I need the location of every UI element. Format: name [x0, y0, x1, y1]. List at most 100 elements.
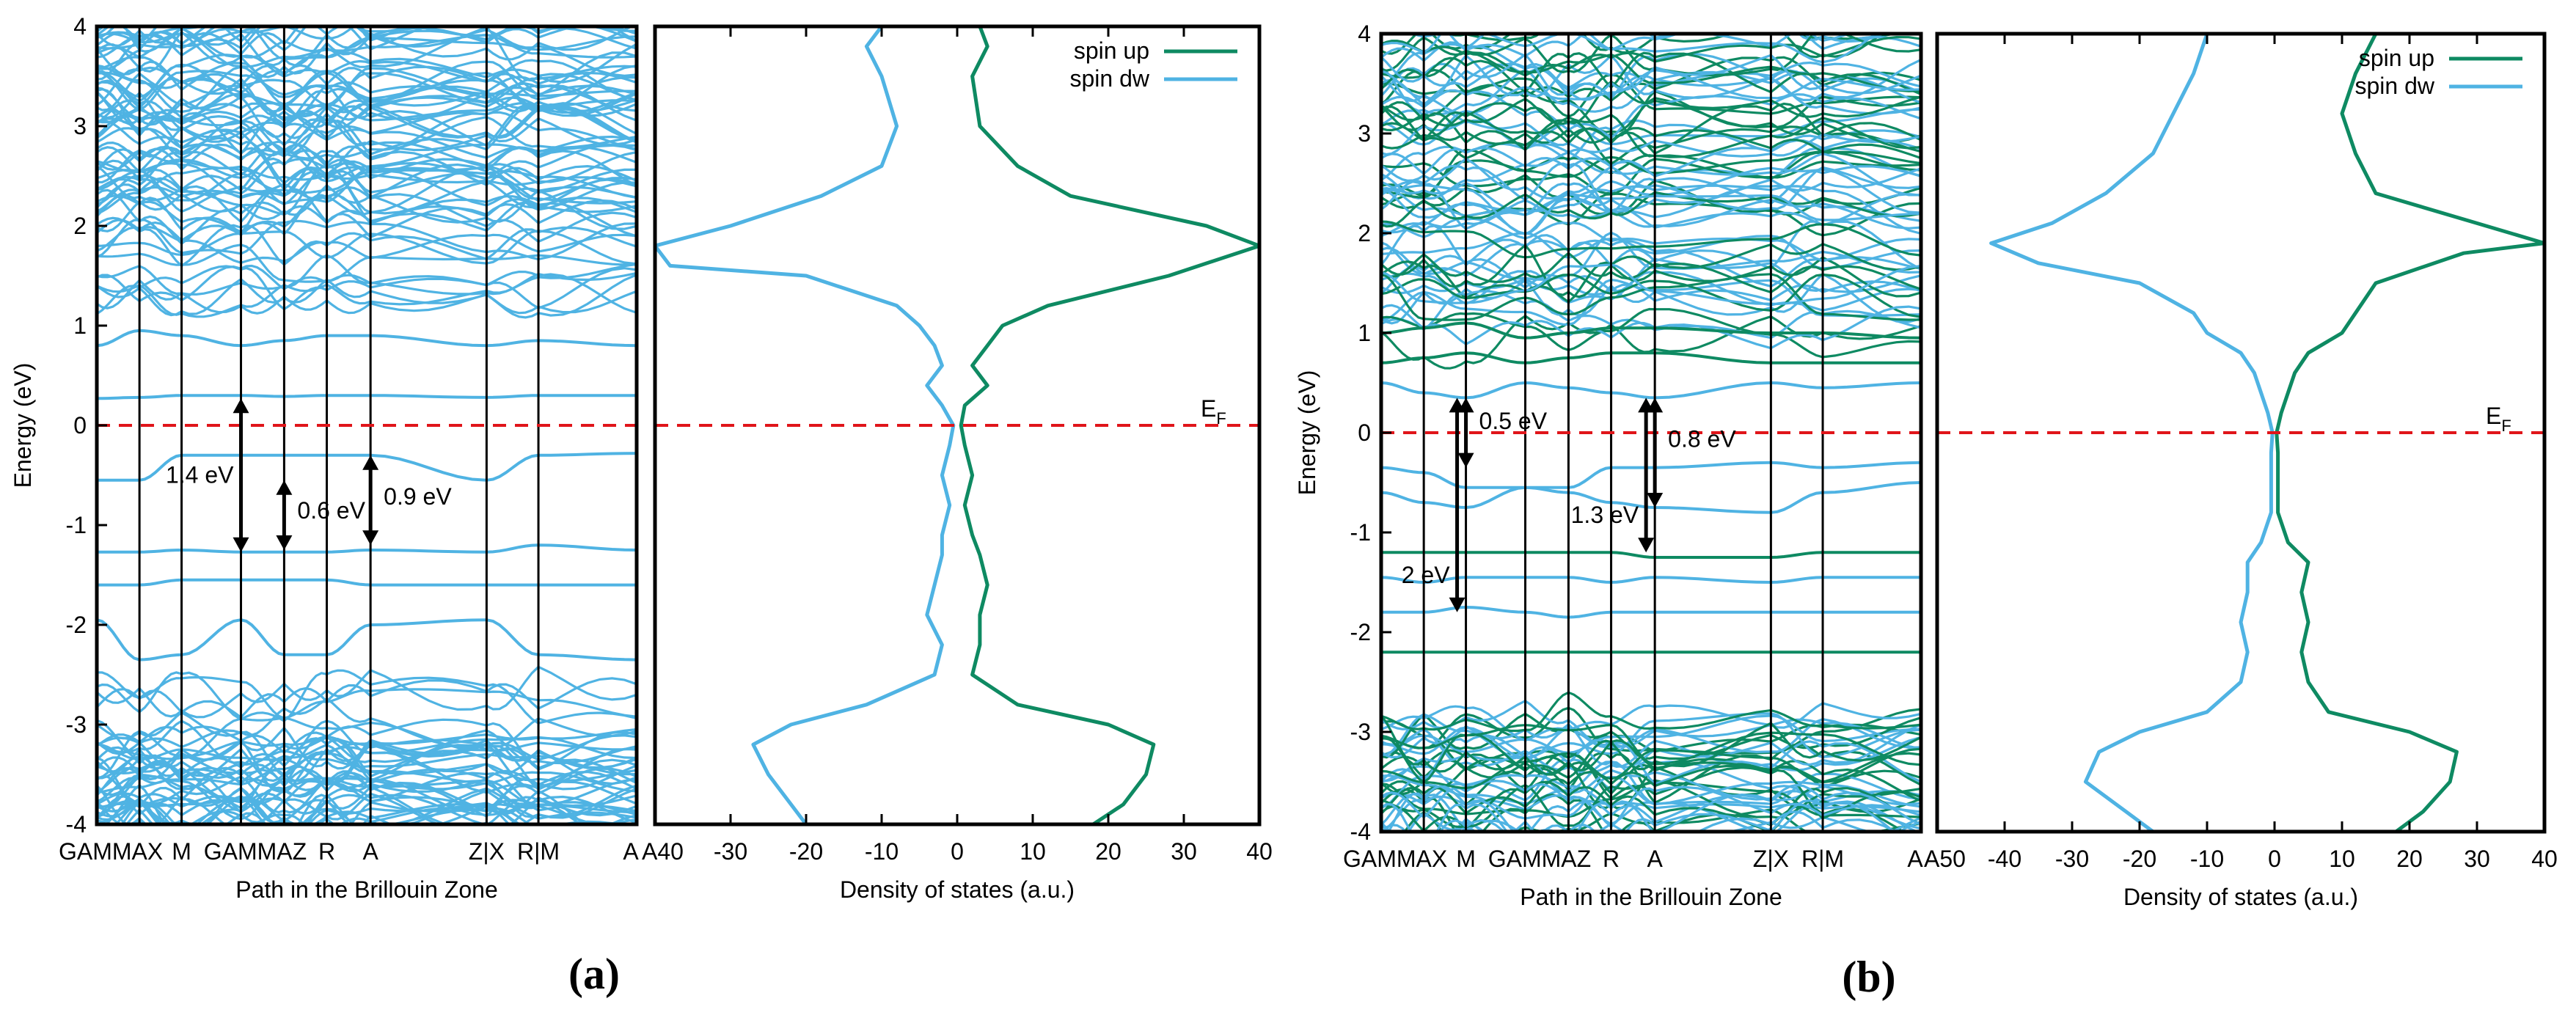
band-spin-dw — [97, 329, 637, 348]
gap-label: 1.3 eV — [1571, 502, 1639, 528]
x-tick-label: A40 — [642, 838, 684, 865]
band-spin-dw — [97, 274, 637, 319]
band-spin-dw — [97, 271, 637, 318]
band-spin-dw — [1410, 34, 1878, 64]
arrow-head — [1449, 397, 1466, 413]
gap-label: 2 eV — [1402, 562, 1450, 588]
y-tick-label: 2 — [73, 213, 87, 239]
band-spin-dw — [97, 719, 637, 761]
band-spin-dw — [1381, 304, 1921, 350]
gap-label: 0.6 eV — [297, 497, 365, 524]
band-spin-dw — [1381, 481, 1921, 514]
band-spin-dw — [1381, 68, 1921, 114]
band-spin-dw — [97, 718, 637, 771]
band-spin-dw — [97, 729, 637, 778]
band-spin-up — [1381, 242, 1921, 284]
y-tick-label: -2 — [66, 612, 87, 638]
band-spin-dw — [97, 63, 637, 109]
band-spin-dw — [97, 102, 637, 146]
band-spin-up — [1381, 49, 1921, 92]
fermi-label-sub: F — [2501, 417, 2511, 435]
fermi-label-main: E — [2486, 403, 2501, 429]
band-spin-dw — [1387, 783, 1921, 832]
y-tick-label: 1 — [73, 312, 87, 339]
panel-label: (b) — [1842, 953, 1895, 1001]
band-spin-up — [1381, 191, 1921, 228]
band-spin-dw — [1381, 217, 1921, 262]
band-spin-dw — [97, 186, 637, 243]
x-tick-label: GAMMAX — [59, 838, 163, 865]
band-spin-dw — [1381, 43, 1921, 89]
band-spin-dw — [104, 799, 625, 824]
arrow-head — [233, 398, 249, 414]
y-tick-label: -2 — [1350, 619, 1371, 645]
arrow-head — [276, 535, 293, 550]
band-spin-dw — [97, 265, 637, 315]
band-spin-dw — [1381, 263, 1921, 306]
x-tick-label: 0 — [2268, 846, 2281, 872]
arrow-head — [362, 455, 379, 470]
gap-label: 1.4 eV — [166, 461, 234, 488]
band-spin-dw — [1381, 231, 1921, 281]
band-spin-up — [1381, 220, 1921, 259]
band-spin-dw — [97, 786, 637, 824]
band-spin-dw — [97, 671, 637, 719]
band-spin-dw — [1381, 180, 1921, 230]
x-tick-label: -20 — [789, 838, 823, 865]
gap-label: 0.5 eV — [1479, 408, 1548, 434]
band-spin-dw — [97, 65, 637, 107]
y-tick-label: -4 — [1350, 818, 1371, 845]
band-spin-dw — [1381, 576, 1921, 585]
y-tick-label: -3 — [66, 711, 87, 738]
x-tick-label: A50 — [1924, 846, 1966, 872]
band-spin-up — [1381, 273, 1921, 321]
band-spin-dw — [1381, 108, 1921, 147]
x-tick-label: R|M — [1801, 846, 1844, 872]
x-tick-label: -40 — [1988, 846, 2021, 872]
arrow-head — [1449, 597, 1466, 612]
panel-label: (a) — [568, 950, 620, 998]
band-spin-dw — [97, 183, 637, 232]
band-spin-dw — [1381, 157, 1921, 210]
band-spin-up — [1381, 243, 1921, 298]
x-tick-label: A — [1907, 846, 1923, 872]
arrow-head — [276, 480, 293, 495]
band-spin-dw — [97, 26, 634, 67]
x-tick-label: A — [362, 838, 378, 865]
band-spin-up — [1381, 255, 1921, 304]
band-spin-up — [1381, 307, 1921, 359]
band-spin-dw — [97, 165, 637, 216]
band-spin-dw — [97, 43, 637, 98]
band-spin-dw — [97, 768, 637, 817]
band-spin-dw — [1381, 704, 1921, 750]
band-spin-up — [1381, 764, 1921, 820]
band-spin-up — [1381, 351, 1921, 364]
y-tick-label: 3 — [73, 113, 87, 139]
band-spin-dw — [97, 91, 637, 139]
band-spin-dw — [1381, 790, 1920, 832]
arrow-head — [1457, 452, 1474, 468]
band-spin-dw — [97, 796, 519, 824]
x-tick-label: 40 — [2531, 846, 2558, 872]
x-tick-label: R|M — [517, 838, 560, 865]
y-tick-label: 0 — [73, 412, 87, 439]
x-tick-label: 40 — [1246, 838, 1273, 865]
band-spin-dw — [97, 140, 637, 191]
band-spin-up — [1403, 808, 1921, 832]
y-tick-label: -4 — [66, 811, 87, 838]
band-spin-up — [1381, 35, 1921, 77]
band-spin-dw — [97, 452, 637, 482]
y-tick-label: -1 — [66, 512, 87, 538]
band-spin-up — [1381, 56, 1921, 106]
band-spin-dw — [1381, 605, 1921, 619]
dos-frame — [1935, 32, 2547, 834]
band-spin-dw — [97, 51, 637, 106]
x-tick-label: R — [1603, 846, 1620, 872]
band-spin-up — [1381, 706, 1921, 755]
band-spin-dw — [1381, 278, 1921, 326]
band-spin-dw — [97, 166, 637, 215]
band-spin-dw — [97, 158, 637, 213]
band-spin-dw — [1381, 713, 1921, 760]
x-tick-label: Z|X — [1753, 846, 1789, 872]
